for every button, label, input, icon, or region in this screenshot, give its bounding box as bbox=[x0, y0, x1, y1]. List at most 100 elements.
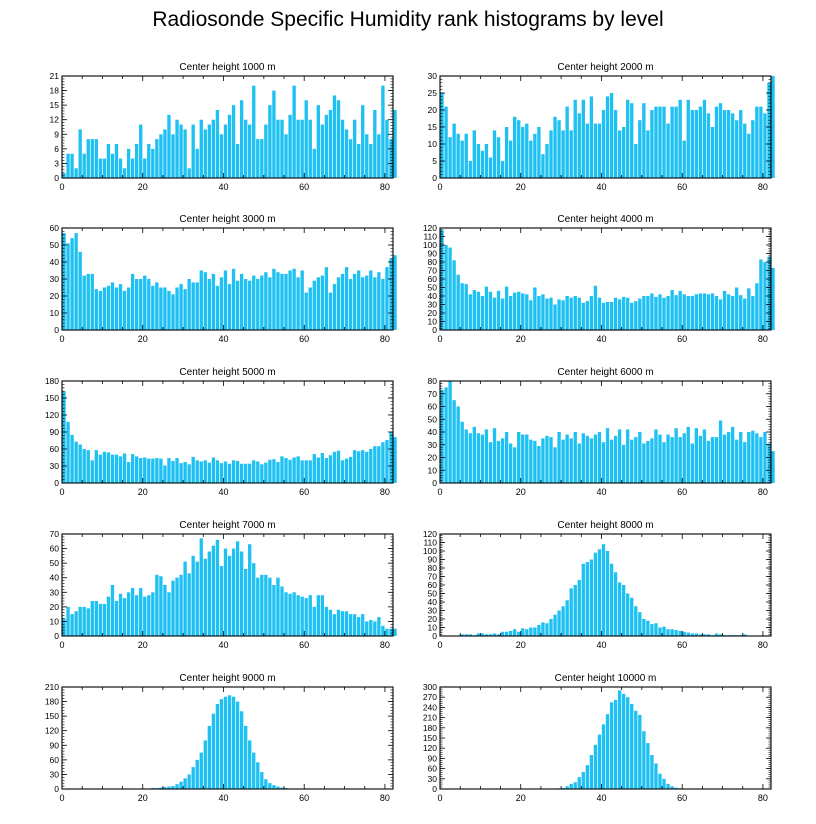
histogram-bar bbox=[348, 456, 353, 483]
histogram-bar bbox=[690, 443, 694, 483]
histogram-bar bbox=[682, 433, 686, 483]
histogram-bar bbox=[219, 134, 224, 178]
panel-title: Center height 9000 m bbox=[179, 673, 275, 684]
histogram-bar bbox=[658, 773, 662, 789]
histogram-bar bbox=[597, 432, 602, 483]
histogram-bar bbox=[151, 458, 155, 483]
histogram-bar bbox=[484, 286, 489, 330]
histogram-bar bbox=[74, 611, 78, 636]
histogram-bar bbox=[609, 93, 614, 178]
histogram-bar bbox=[690, 296, 694, 330]
histogram-bar bbox=[557, 299, 561, 330]
histogram-bar bbox=[525, 434, 529, 483]
histogram-bar bbox=[159, 287, 163, 330]
y-tick-label: 30 bbox=[428, 774, 438, 784]
histogram-bar bbox=[369, 270, 373, 330]
histogram-bar bbox=[357, 451, 361, 483]
histogram-bar bbox=[268, 577, 272, 636]
histogram-bar bbox=[167, 290, 171, 330]
histogram-bar bbox=[139, 124, 143, 178]
histogram-bar bbox=[581, 433, 585, 483]
histogram-bar bbox=[191, 282, 195, 330]
x-tick-label: 0 bbox=[59, 487, 64, 497]
histogram-bar bbox=[561, 300, 565, 330]
histogram-bar bbox=[593, 744, 598, 789]
histogram-bar bbox=[252, 563, 256, 636]
histogram-bar bbox=[163, 287, 167, 330]
histogram-bar bbox=[344, 458, 349, 483]
histogram-bar bbox=[90, 460, 94, 483]
histogram-bar bbox=[722, 434, 727, 483]
histogram-bar bbox=[340, 460, 345, 483]
histogram-bar bbox=[344, 129, 349, 178]
histogram-bar bbox=[500, 161, 505, 178]
histogram-bar bbox=[730, 426, 735, 483]
histogram-bar bbox=[488, 291, 493, 330]
y-tick-label: 150 bbox=[423, 733, 437, 743]
plot-frame bbox=[61, 533, 394, 637]
histogram-bar bbox=[646, 440, 650, 483]
histogram-bar bbox=[581, 772, 585, 789]
histogram-bar bbox=[203, 740, 207, 789]
histogram-bar bbox=[385, 628, 389, 636]
histogram-bar bbox=[183, 462, 187, 483]
histogram-bar bbox=[296, 119, 300, 178]
histogram-bar bbox=[504, 286, 509, 330]
histogram-bar bbox=[464, 429, 468, 483]
histogram-bar bbox=[726, 110, 731, 178]
histogram-bar bbox=[312, 148, 316, 178]
y-tick-label: 9 bbox=[54, 129, 59, 139]
histogram-bar bbox=[276, 119, 280, 178]
histogram-bar bbox=[179, 574, 183, 636]
histogram-bar bbox=[118, 158, 123, 178]
histogram-bar bbox=[385, 119, 389, 178]
histogram-bar bbox=[504, 432, 509, 483]
histogram-bar bbox=[244, 119, 248, 178]
histogram-bar bbox=[529, 627, 533, 636]
histogram-bar bbox=[492, 297, 497, 330]
y-tick-label: 20 bbox=[50, 602, 60, 612]
histogram-bar bbox=[211, 273, 216, 330]
histogram-bar bbox=[139, 587, 143, 636]
histogram-bar bbox=[585, 123, 590, 178]
histogram-bar bbox=[654, 623, 658, 636]
x-tick-label: 80 bbox=[758, 487, 768, 497]
histogram-bar bbox=[448, 247, 452, 330]
histogram-bar bbox=[308, 460, 312, 483]
histogram-bar bbox=[389, 628, 393, 636]
histogram-bar bbox=[284, 273, 288, 330]
histogram-bar bbox=[662, 442, 666, 483]
histogram-bar bbox=[460, 140, 464, 178]
histogram-bar bbox=[448, 381, 452, 483]
histogram-bar bbox=[444, 387, 448, 484]
histogram-bar bbox=[755, 106, 759, 178]
histogram-bar bbox=[280, 119, 284, 178]
histogram-bar bbox=[320, 275, 325, 330]
histogram-bar bbox=[211, 713, 216, 789]
histogram-bar bbox=[601, 302, 606, 330]
histogram-bar bbox=[553, 304, 557, 330]
histogram-bar bbox=[496, 634, 501, 636]
histogram-bar bbox=[389, 432, 393, 483]
histogram-bar bbox=[365, 621, 369, 636]
y-tick-label: 40 bbox=[428, 291, 438, 301]
histogram-bar bbox=[74, 441, 78, 483]
y-tick-label: 0 bbox=[54, 478, 59, 488]
histogram-bar bbox=[304, 598, 308, 636]
histogram-bar bbox=[90, 139, 94, 178]
histogram-bar bbox=[312, 280, 316, 330]
histogram-bar bbox=[626, 593, 630, 636]
histogram-bar bbox=[545, 435, 549, 483]
y-tick-label: 60 bbox=[50, 223, 60, 233]
panel-title: Center height 10000 m bbox=[555, 673, 657, 684]
histogram-bar bbox=[763, 432, 767, 483]
histogram-bar bbox=[706, 440, 711, 483]
histogram-bar bbox=[678, 99, 682, 178]
histogram-bar bbox=[239, 463, 244, 483]
histogram-bar bbox=[517, 432, 521, 483]
histogram-bar bbox=[622, 585, 626, 636]
histogram-bar bbox=[702, 293, 707, 330]
histogram-bar bbox=[151, 592, 155, 636]
histogram-bar bbox=[268, 105, 272, 178]
histogram-bar bbox=[280, 456, 284, 483]
